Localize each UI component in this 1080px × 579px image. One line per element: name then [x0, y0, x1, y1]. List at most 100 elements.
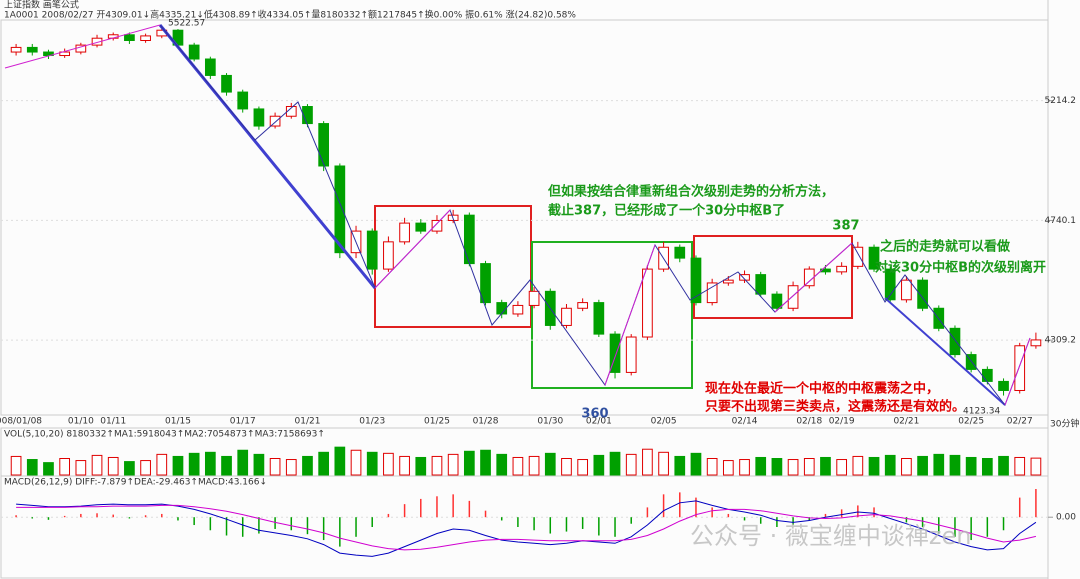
candle-body [480, 263, 491, 304]
volume-bar [771, 458, 783, 476]
candle-body [868, 246, 880, 270]
candle-body [998, 380, 1009, 391]
volume-bar [140, 460, 151, 476]
volume-bar [221, 455, 232, 476]
boxes [374, 205, 853, 389]
x-tick-label: 2008/01/08 [0, 417, 42, 427]
volume-bar [593, 454, 605, 476]
volume-bar [965, 456, 977, 476]
volume-bar [172, 455, 184, 476]
volume-bar [512, 456, 524, 476]
up-stroke [774, 242, 853, 313]
volume-bar [755, 456, 767, 476]
x-tick-label: 02/21 [893, 417, 919, 427]
candle-body [269, 115, 281, 127]
volume-bar [787, 459, 799, 476]
pen-strokes [4, 24, 1031, 407]
volume-bar [1030, 457, 1042, 476]
candle-body [884, 268, 896, 301]
volume-bar [91, 454, 103, 476]
candle-body [285, 106, 297, 117]
up-stroke [4, 24, 161, 69]
volume-bar [642, 448, 653, 476]
candle-body [1014, 345, 1026, 391]
annotation: 但如果按结合律重新组合次级别走势的分析方法， [547, 184, 834, 200]
volume-bar [188, 452, 200, 476]
down-stroke [884, 297, 1006, 406]
candle-body [706, 282, 718, 304]
candle-body [577, 302, 589, 309]
macd-line [16, 500, 1037, 557]
x-tick-label: 01/25 [424, 417, 450, 427]
up-stroke [604, 244, 656, 386]
x-tick-label: 01/15 [165, 417, 191, 427]
candle-body [722, 279, 734, 284]
candle-body [625, 336, 637, 373]
candle-body [949, 327, 961, 356]
volume-bar [350, 449, 362, 476]
volume-bar [318, 451, 330, 476]
candle-body [642, 268, 653, 338]
x-tick-label: 02/05 [651, 417, 677, 427]
volume-bar [998, 455, 1009, 476]
x-tick-label: 01/21 [295, 417, 321, 427]
candle-body [981, 368, 993, 382]
x-tick-label: 01/17 [230, 417, 256, 427]
annotation: 截止387，已经形成了一个30分中枢B了 [548, 203, 785, 219]
x-tick-label: 01/30 [537, 417, 563, 427]
volume-bar [10, 455, 22, 476]
candle-body [528, 290, 540, 306]
x-tick-label: 01/28 [473, 417, 499, 427]
candle-body [334, 165, 346, 254]
volume-bar [480, 449, 491, 476]
candle-body [917, 279, 928, 309]
volume-bar [302, 455, 313, 476]
volume-bar [156, 453, 168, 476]
volume-bar [609, 451, 621, 476]
candle-body [253, 108, 265, 127]
volume-title: VOL(5,10,20) 8180332↑MA1:5918043↑MA2:705… [4, 430, 325, 440]
y-tick-label: 0.00 [1056, 513, 1076, 523]
y-tick-label: 4740.1 [1045, 216, 1077, 226]
candle-body [366, 230, 378, 270]
up-stroke [1004, 337, 1031, 406]
candle-body [431, 219, 443, 232]
volume-bar [447, 453, 459, 476]
volume-bar [658, 451, 669, 476]
volume-bar [399, 455, 410, 476]
volume-bar [1014, 456, 1026, 476]
candle-body [124, 34, 135, 42]
annotation: 之后的走势就可以看做 [880, 239, 1010, 255]
candle-body [204, 58, 216, 76]
candle-body [787, 285, 799, 309]
candle-body [609, 333, 621, 373]
macd-line [16, 504, 1037, 551]
x-tick-label: 02/25 [958, 417, 984, 427]
candle-body [1030, 339, 1042, 347]
annotation: 360 [581, 407, 608, 422]
candle-body [302, 106, 313, 125]
volume-bar [933, 453, 945, 476]
volume-bar [561, 458, 572, 476]
x-tick-label: 02/14 [732, 417, 758, 427]
y-tick-label: 5214.2 [1045, 96, 1077, 106]
volume-bar [544, 452, 556, 476]
candle-body [803, 268, 815, 287]
volume-bar [463, 450, 475, 476]
x-tick-label: 01/23 [359, 417, 385, 427]
candle-body [739, 274, 750, 281]
watermark: 公众号 · 薇宝缠中谈禅zen [690, 522, 971, 550]
candle-body [399, 222, 410, 243]
volume-bar [415, 456, 427, 476]
volume-bar [917, 455, 928, 476]
chart-title: 上证指数 画笔公式 [4, 0, 79, 11]
volume-bar [334, 446, 346, 476]
candle-body [237, 91, 249, 110]
candle-body [593, 302, 605, 335]
pivot-box [531, 241, 693, 389]
period-label: 30分钟 [1050, 418, 1079, 430]
volume-bar [852, 455, 864, 476]
volume-bar [739, 459, 750, 476]
volume-bar [528, 455, 540, 476]
